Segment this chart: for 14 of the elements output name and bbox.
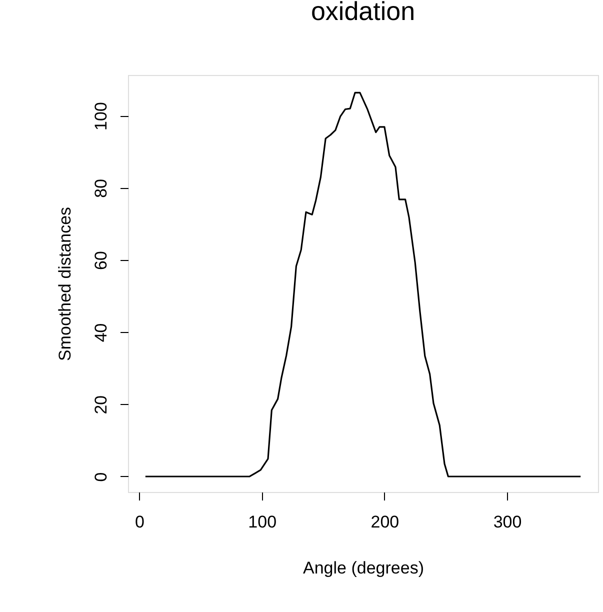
y-tick-label: 60 — [92, 251, 110, 270]
x-tick-label: 200 — [370, 512, 400, 532]
y-tick-label: 80 — [92, 178, 110, 198]
y-axis-title: Smoothed distances — [56, 206, 74, 362]
line-series — [144, 92, 582, 478]
x-tick-label: 300 — [493, 512, 522, 532]
y-tick-label: 0 — [92, 472, 110, 482]
x-tick-label: 100 — [248, 512, 277, 532]
y-tick-label: 40 — [92, 323, 110, 342]
x-tick-label: 0 — [135, 512, 145, 532]
x-axis-title: Angle (degrees) — [303, 558, 424, 578]
y-tick-label: 100 — [92, 102, 110, 130]
y-tick-label: 20 — [92, 395, 110, 414]
chart-title: oxidation — [310, 0, 416, 26]
